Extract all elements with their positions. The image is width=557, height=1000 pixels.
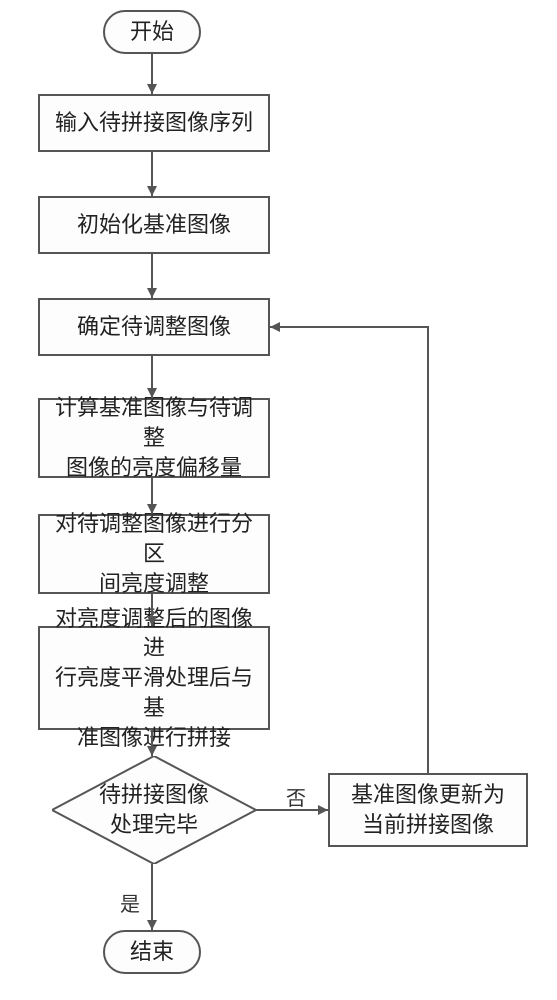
- node-p6: 对亮度调整后的图像进 行亮度平滑处理后与基 准图像进行拼接: [38, 626, 270, 730]
- edge-p2-p3: [140, 242, 164, 310]
- node-label: 确定待调整图像: [69, 308, 239, 346]
- edge-start-p1: [140, 42, 164, 106]
- node-label: 待拼接图像 处理完毕: [91, 776, 217, 843]
- edge-p5-p6: [140, 582, 164, 638]
- node-label: 基准图像更新为 当前拼接图像: [343, 776, 513, 843]
- edge-d1-end: [140, 852, 164, 942]
- flowchart-canvas: 开始输入待拼接图像序列初始化基准图像确定待调整图像计算基准图像与待调整 图像的亮…: [0, 0, 557, 1000]
- node-label: 输入待拼接图像序列: [47, 104, 261, 142]
- edge-label: 是: [120, 888, 140, 917]
- edge-p7-p3: [258, 315, 440, 785]
- edge-label: 否: [286, 782, 306, 811]
- edge-p1-p2: [140, 140, 164, 208]
- node-label: 初始化基准图像: [69, 206, 239, 244]
- edge-p4-p5: [140, 466, 164, 526]
- node-d1: 待拼接图像 处理完毕: [52, 756, 256, 864]
- edge-p3-p4: [140, 344, 164, 410]
- edge-p6-d1: [140, 718, 164, 768]
